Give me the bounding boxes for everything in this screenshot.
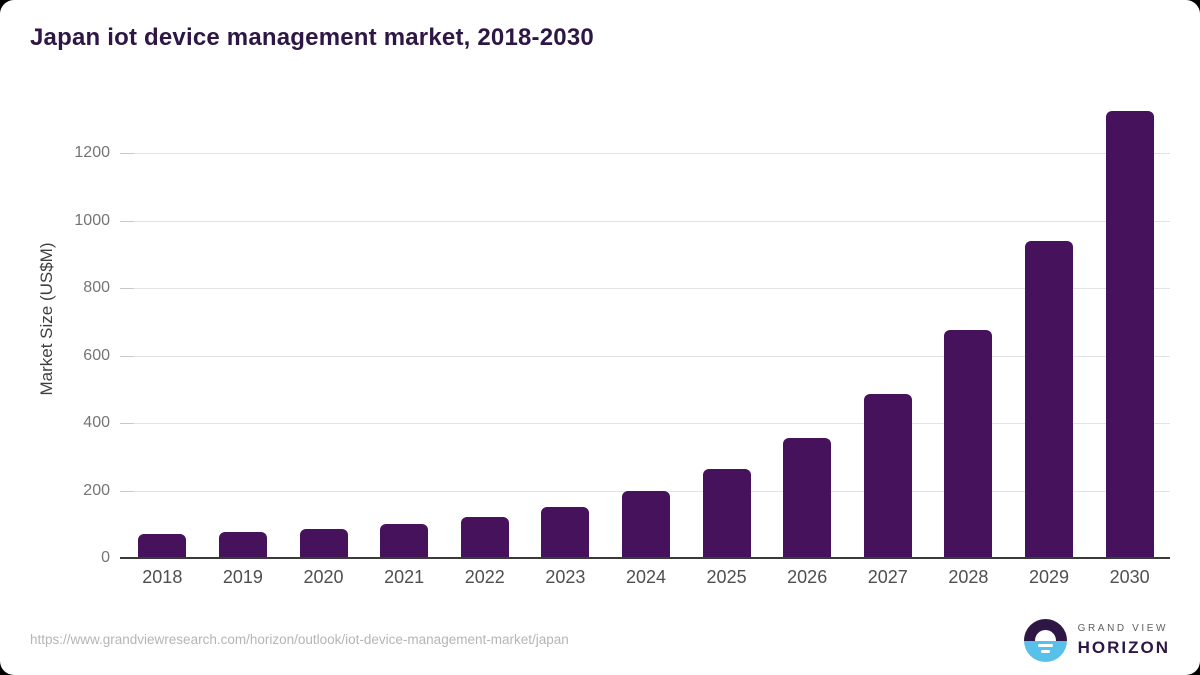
bar-2024 [621, 490, 670, 558]
bar-2021 [380, 524, 429, 558]
chart-title: Japan iot device management market, 2018… [30, 24, 594, 51]
bar-column-2026 [767, 88, 848, 558]
bar-column-2024 [606, 88, 687, 558]
logo-reflection-line [1040, 650, 1050, 653]
y-tick-mark [120, 153, 134, 154]
x-tick-label-2029: 2029 [1028, 567, 1070, 587]
bar-column-2021 [364, 88, 445, 558]
grand-view-horizon-logo: GRAND VIEW HORIZON [1023, 619, 1170, 662]
x-tick-label-2028: 2028 [948, 567, 989, 587]
y-tick-mark [120, 355, 134, 357]
y-axis-title: Market Size (US$M) [37, 242, 56, 396]
gridline-1000 [122, 220, 1170, 222]
y-tick-label-0: 0 [101, 549, 110, 566]
y-tick-label-400: 400 [83, 414, 110, 431]
bar-2027 [863, 393, 912, 558]
gridline-800 [122, 288, 1170, 289]
x-tick-label-2023: 2023 [545, 567, 586, 587]
x-tick-label-2025: 2025 [706, 567, 747, 587]
y-tick-mark [120, 490, 134, 492]
x-tick-label-2019: 2019 [222, 567, 263, 587]
bar-column-2027 [847, 88, 928, 558]
logo-brand-name: GRAND VIEW [1077, 623, 1169, 635]
bar-2029 [1025, 240, 1073, 558]
bar-column-2022 [444, 88, 525, 558]
x-tick-label-2018: 2018 [142, 567, 183, 587]
x-axis-labels: 2018 2019 2020 2021 2022 2023 2024 2025 2026 2027… [122, 567, 1170, 588]
x-tick-label-2024: 2024 [625, 567, 666, 587]
bar-2025 [702, 468, 751, 558]
y-tick-label-1000: 1000 [74, 211, 110, 229]
logo-text: GRAND VIEW HORIZON [1078, 623, 1170, 658]
y-tick-label-800: 800 [83, 279, 110, 296]
x-axis-baseline [120, 557, 1170, 559]
bar-column-2030 [1089, 88, 1170, 558]
logo-sun-shape [1034, 630, 1056, 641]
bar-column-2029 [1009, 88, 1090, 558]
bar-column-2023 [525, 88, 606, 558]
bar-2019 [218, 531, 267, 558]
bar-2018 [138, 534, 187, 558]
logo-product-name: HORIZON [1077, 637, 1170, 657]
y-tick-label-200: 200 [83, 481, 110, 499]
bars-row [122, 88, 1170, 558]
y-tick-mark [120, 288, 134, 289]
bar-2028 [944, 330, 993, 558]
y-tick-mark [120, 220, 134, 222]
x-tick-label-2021: 2021 [384, 567, 425, 587]
gridline-600 [122, 355, 1170, 357]
logo-reflection-line [1037, 644, 1053, 647]
x-tick-label-2020: 2020 [303, 567, 344, 587]
bar-column-2025 [686, 88, 767, 558]
bar-column-2020 [283, 88, 364, 558]
x-tick-label-2030: 2030 [1109, 567, 1150, 587]
bar-2023 [541, 506, 590, 558]
horizon-sun-icon [1023, 619, 1067, 662]
y-tick-mark [120, 423, 134, 424]
bar-2030 [1105, 110, 1154, 558]
y-tick-label-600: 600 [83, 346, 110, 364]
x-tick-label-2022: 2022 [464, 567, 505, 587]
bar-2020 [299, 528, 348, 558]
bar-2022 [460, 517, 509, 558]
x-tick-label-2026: 2026 [787, 567, 828, 587]
bar-column-2018 [122, 88, 203, 558]
gridline-400 [122, 423, 1170, 424]
y-tick-label-1200: 1200 [74, 144, 110, 161]
bar-column-2028 [928, 88, 1009, 558]
source-url-text: https://www.grandviewresearch.com/horizo… [30, 632, 569, 647]
x-tick-label-2027: 2027 [867, 567, 908, 587]
gridline-1200 [122, 153, 1170, 154]
bar-2026 [783, 437, 832, 558]
bar-column-2019 [203, 88, 284, 558]
